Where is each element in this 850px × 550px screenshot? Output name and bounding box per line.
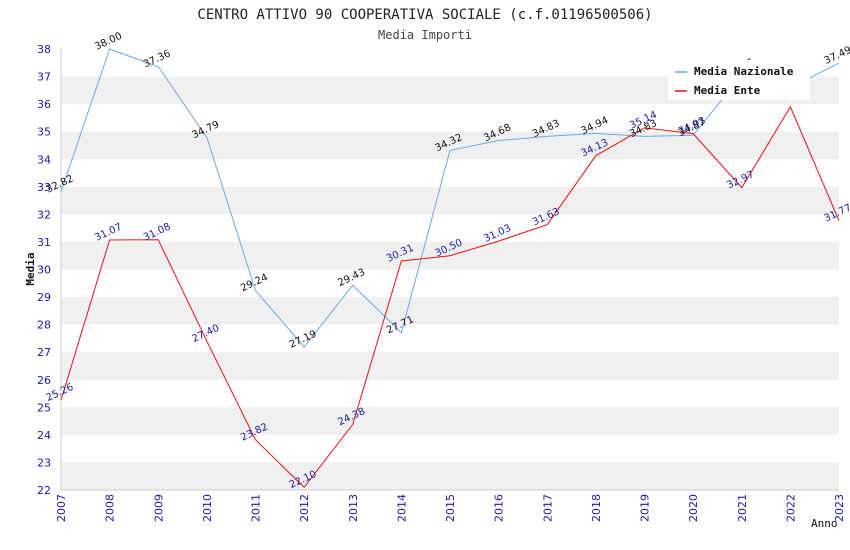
legend-label-ente: Media Ente xyxy=(694,84,761,97)
y-tick-label: 37 xyxy=(37,71,51,84)
x-axis-label: Anno xyxy=(811,517,838,530)
legend-box xyxy=(668,60,810,100)
grid-band xyxy=(61,159,839,187)
x-tick-label: 2019 xyxy=(639,494,652,522)
x-tick-label: 2011 xyxy=(250,494,263,522)
axes: 22 23 24 25 26 27 28 29 30 31 32 33 34 35 36 37 38 2007 20… xyxy=(37,43,846,522)
grid-bands xyxy=(61,49,839,490)
legend-label-nazionale: Media Nazionale xyxy=(694,65,794,78)
y-axis-label: Media xyxy=(24,252,37,285)
grid-band xyxy=(61,131,839,160)
y-tick-label: 24 xyxy=(37,429,51,442)
x-tick-label: 2020 xyxy=(687,494,700,522)
grid-band xyxy=(61,186,839,215)
x-tick-label: 2013 xyxy=(347,494,360,522)
x-tick-label: 2018 xyxy=(590,494,603,522)
grid-band xyxy=(61,297,839,325)
grid-band xyxy=(61,462,839,490)
grid-band xyxy=(61,269,839,298)
series-line-ente xyxy=(60,105,840,488)
grid-band xyxy=(61,214,839,242)
y-tick-label: 31 xyxy=(37,236,51,249)
y-tick-label: 25 xyxy=(37,401,51,414)
y-tick-label: 28 xyxy=(37,319,51,332)
x-tick-label: 2023 xyxy=(833,494,846,522)
legend: Media Nazionale Media Ente xyxy=(668,60,810,100)
grid-band xyxy=(61,352,839,380)
x-tick-label: 2009 xyxy=(152,494,165,522)
y-tick-label: 32 xyxy=(37,208,51,221)
y-tick-label: 22 xyxy=(37,484,51,497)
grid-band xyxy=(61,104,839,132)
x-tick-label: 2008 xyxy=(104,494,117,522)
x-tick-label: 2010 xyxy=(201,494,214,522)
y-tick-label: 29 xyxy=(37,291,51,304)
x-tick-label: 2017 xyxy=(541,494,554,522)
y-tick-label: 30 xyxy=(37,264,51,277)
x-tick-label: 2012 xyxy=(298,494,311,522)
chart-subtitle: Media Importi xyxy=(378,28,472,42)
chart-title: CENTRO ATTIVO 90 COOPERATIVA SOCIALE (c.… xyxy=(197,7,652,23)
y-tick-label: 35 xyxy=(37,126,51,139)
grid-band xyxy=(61,407,839,435)
x-tick-label: 2016 xyxy=(493,494,506,522)
y-tick-label: 33 xyxy=(37,181,51,194)
grid-band xyxy=(61,379,839,408)
series-lines xyxy=(60,48,840,488)
x-tick-label: 2015 xyxy=(444,494,457,522)
grid-band xyxy=(61,324,839,353)
y-tick-label: 27 xyxy=(37,346,51,359)
y-tick-label: 34 xyxy=(37,153,51,166)
grid-band xyxy=(61,434,839,463)
y-tick-label: 36 xyxy=(37,98,51,111)
y-tick-label: 23 xyxy=(37,456,51,469)
x-tick-label: 2021 xyxy=(736,494,749,522)
series-line-nazionale xyxy=(60,48,840,348)
y-tick-label: 26 xyxy=(37,374,51,387)
y-tick-label: 38 xyxy=(37,43,51,56)
x-tick-label: 2014 xyxy=(395,494,408,522)
x-tick-label: 2007 xyxy=(55,494,68,522)
x-tick-label: 2022 xyxy=(784,494,797,522)
